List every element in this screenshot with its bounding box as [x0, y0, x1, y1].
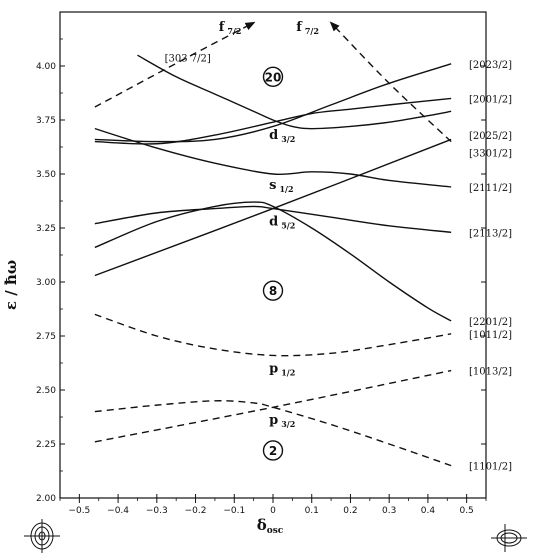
x-axis-title-main: δ — [257, 516, 267, 534]
state-label-main: f — [296, 20, 303, 35]
x-tick-label: 0.1 — [305, 506, 319, 516]
series-line-10 — [94, 21, 256, 108]
magic-number-circle — [262, 440, 284, 461]
magic-number-circle — [262, 66, 284, 88]
x-tick-label: 0.3 — [382, 506, 396, 516]
state-label-sub: 3/2 — [281, 419, 295, 429]
x-tick-label: −0.5 — [68, 506, 90, 516]
orbital-label: [2001/2] — [469, 94, 512, 105]
series-line-2 — [94, 97, 452, 145]
x-axis-title: δosc — [257, 516, 284, 536]
labels-layer: [2023/2] [2001/2] [2025/2] [3301/2] [2111/2]… — [165, 20, 513, 472]
state-label-sub: 1/2 — [281, 367, 295, 377]
y-tick-label: 3.75 — [36, 116, 56, 126]
state-label: p 3/2 — [269, 413, 295, 429]
y-tick-label: 3.50 — [36, 170, 56, 180]
orbital-label: [2201/2] — [469, 317, 512, 328]
state-label-main: d — [269, 215, 278, 230]
state-label-sub: 5/2 — [281, 221, 295, 231]
prolate-shape-icon — [491, 524, 527, 552]
x-tick-label: 0 — [270, 506, 276, 516]
series-line-9 — [94, 400, 452, 467]
orbital-label: [1101/2] — [469, 462, 512, 473]
state-label-main: p — [269, 361, 278, 376]
state-label-sub: 1/2 — [279, 184, 293, 194]
x-tick-label: 0.5 — [459, 506, 473, 516]
series-line-11 — [329, 21, 452, 143]
state-label-main: s — [269, 178, 276, 193]
y-tick-label: 2.00 — [36, 494, 56, 504]
magic-number: 20 — [265, 70, 282, 84]
x-tick-label: −0.4 — [107, 506, 129, 516]
orbital-label: [2023/2] — [469, 60, 512, 71]
orbital-label: [1011/2] — [469, 330, 512, 341]
x-tick-label: −0.2 — [185, 506, 207, 516]
x-tick-label: −0.1 — [223, 506, 245, 516]
state-label: d 5/2 — [269, 215, 295, 231]
state-label-main: p — [269, 413, 278, 428]
state-label-sub: 3/2 — [281, 134, 295, 144]
state-label-main: d — [269, 128, 278, 143]
orbital-label: [2113/2] — [469, 228, 512, 239]
x-axis-title-sub: osc — [267, 526, 284, 536]
y-tick-label: 3.25 — [36, 224, 56, 234]
y-tick-label: 3.00 — [36, 278, 56, 288]
series-line-5 — [94, 205, 452, 234]
magic-number-circle — [262, 280, 284, 301]
state-label-sub: 7/2 — [227, 26, 241, 36]
state-label-sub: 7/2 — [305, 26, 319, 36]
series-line-4 — [94, 138, 452, 277]
x-tick-label: 0.2 — [343, 506, 357, 516]
state-label: s 1/2 — [269, 178, 293, 194]
magic-number: 8 — [269, 284, 277, 298]
state-label-main: f — [219, 20, 226, 35]
y-tick-label: 2.75 — [36, 332, 56, 342]
state-label: f 7/2 — [296, 20, 319, 36]
y-tick-label: 4.00 — [36, 62, 56, 72]
orbital-label-top-left: [303 7/2] — [165, 53, 211, 64]
y-tick-label: 2.25 — [36, 440, 56, 450]
series-line-0 — [137, 54, 452, 130]
state-label: p 1/2 — [269, 361, 295, 377]
orbital-label: [1013/2] — [469, 367, 512, 378]
orbital-label: [2111/2] — [469, 183, 512, 194]
x-tick-label: 0.4 — [421, 506, 436, 516]
series-line-7 — [94, 313, 452, 357]
orbital-label: [2025/2] — [469, 131, 512, 142]
series-line-3 — [94, 127, 452, 188]
y-axis-title: ε / ħω — [2, 260, 20, 310]
series-line-8 — [94, 369, 452, 443]
ticks: 2.00 2.25 2.50 2.75 3.00 3.25 3.50 3.75 4.00 −0.5… — [36, 38, 487, 516]
oblate-shape-icon — [24, 519, 60, 553]
series-line-6 — [94, 201, 452, 322]
y-tick-label: 2.50 — [36, 386, 56, 396]
state-label: d 3/2 — [269, 128, 295, 144]
state-label: f 7/2 — [219, 20, 242, 36]
orbital-label: [3301/2] — [469, 148, 512, 159]
x-tick-label: −0.3 — [146, 506, 168, 516]
magic-number: 2 — [269, 444, 277, 458]
series-layer — [94, 21, 452, 467]
